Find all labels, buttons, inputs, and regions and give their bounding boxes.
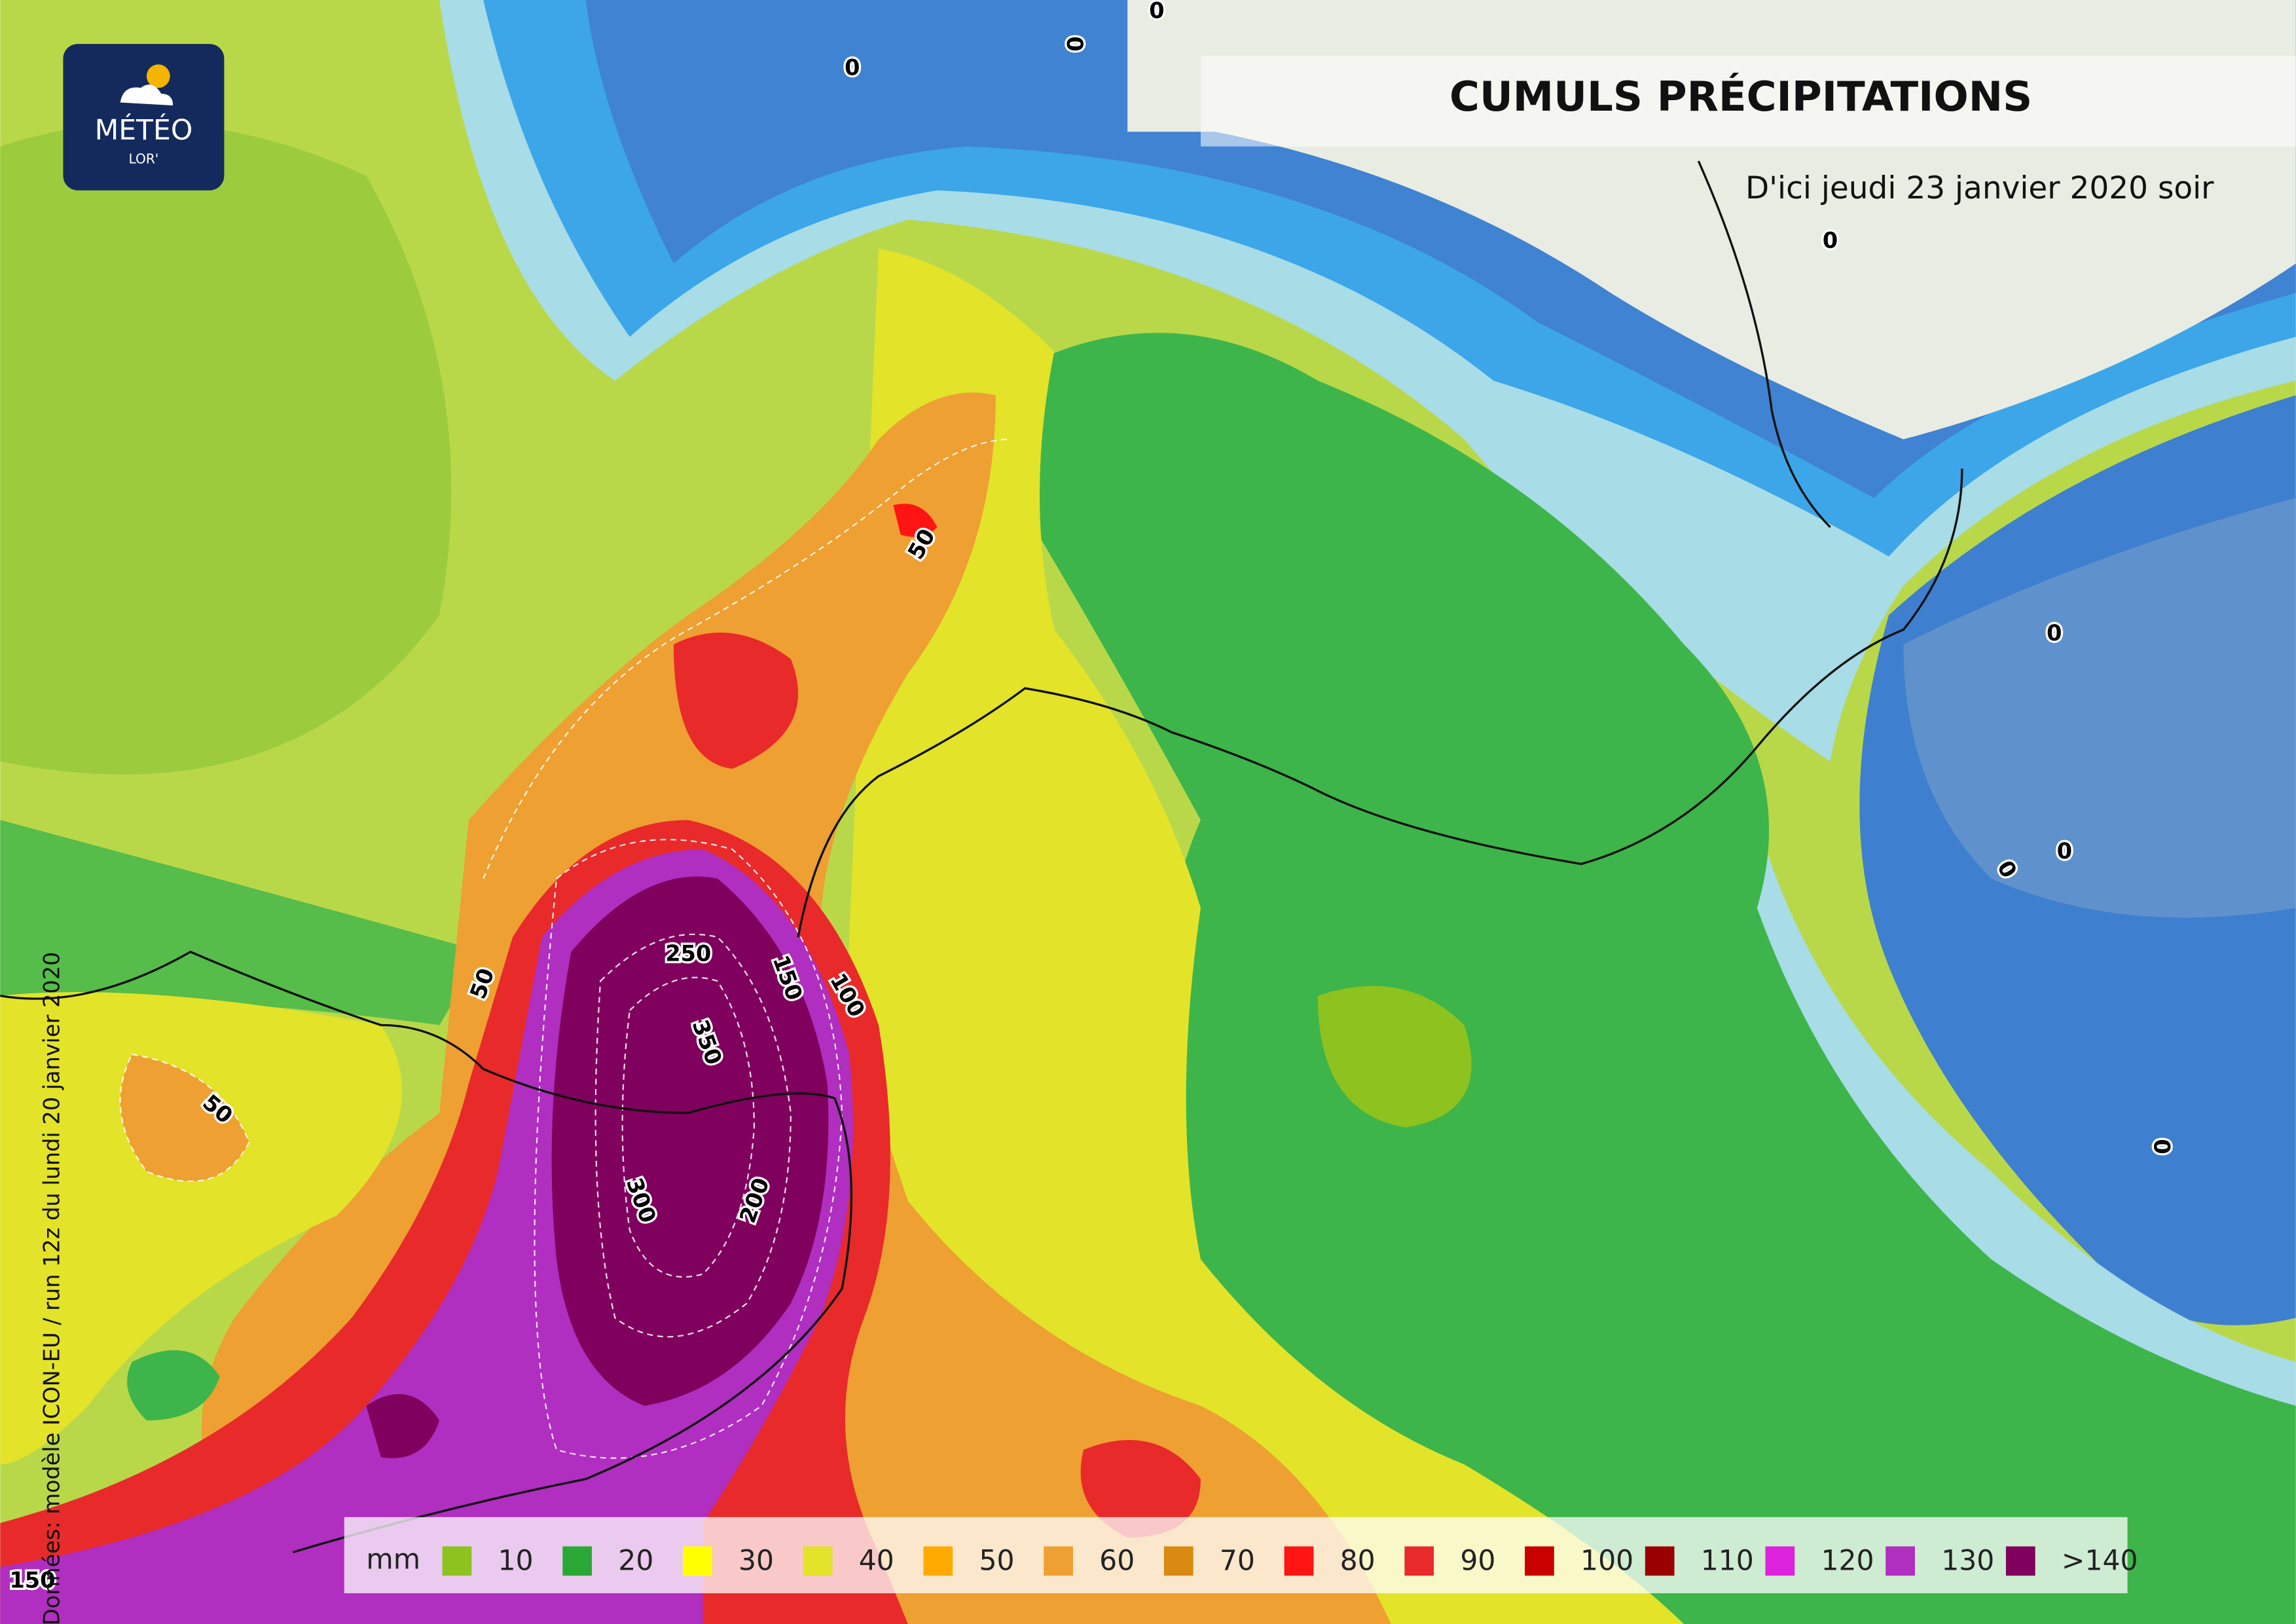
legend-label: 50 [979,1545,1014,1578]
legend-swatch [1284,1546,1314,1576]
legend-swatch [1163,1546,1194,1576]
title-panel [1201,55,2296,147]
legend-swatch [442,1546,472,1576]
logo: MÉTÉO LOR' [63,44,225,191]
title: CUMULS PRÉCIPITATIONS [1449,73,2032,120]
contour-label: 0 [1823,227,1838,253]
legend-swatch [1886,1546,1915,1576]
legend-swatch [923,1546,953,1576]
legend-label: 30 [738,1545,774,1578]
contour-label: 0 [845,55,860,81]
contours [119,438,1011,1459]
legend-label: 40 [859,1545,894,1578]
legend-swatch [1645,1546,1675,1576]
legend-label: 20 [618,1545,653,1578]
contour-label: 0 [2047,620,2062,646]
legend-label: 80 [1340,1545,1376,1578]
contour-label: 0 [2057,838,2072,864]
legend-swatch [1765,1546,1795,1576]
legend-label: 90 [1460,1545,1495,1578]
legend-swatch [1044,1546,1073,1576]
contour-label: 0 [1062,36,1087,51]
legend: 10 20 30 40 50 60 70 80 90 100 110 120 130 >140 [442,1545,2138,1578]
legend-unit: mm [366,1543,420,1576]
legend-swatch [1525,1546,1554,1576]
legend-label: 100 [1580,1545,1633,1578]
legend-label: 130 [1941,1545,1994,1578]
legend-label: 120 [1821,1545,1874,1578]
legend-panel [344,1517,2128,1594]
legend-label: 60 [1099,1545,1135,1578]
legend-swatch [803,1546,833,1576]
contour-label: 250 [665,941,711,967]
legend-label: 110 [1701,1545,1754,1578]
legend-swatch [1404,1546,1434,1576]
legend-swatch [562,1546,592,1576]
legend-swatch [2005,1546,2035,1576]
borders [0,160,1963,1554]
contour-label: 0 [2150,1139,2176,1154]
contour-label: 0 [1149,0,1164,23]
legend-label: 10 [498,1545,534,1578]
logo-sub: LOR' [129,151,159,166]
contour-label: 150 [9,1568,55,1593]
legend-label: 70 [1220,1545,1255,1578]
source: Données: modèle ICON-EU / run 12z du lun… [39,952,64,1624]
subtitle: D'ici jeudi 23 janvier 2020 soir [1745,170,2214,206]
legend-label: >140 [2062,1545,2138,1578]
logo-brand: MÉTÉO [95,113,193,147]
legend-swatch [683,1546,712,1576]
